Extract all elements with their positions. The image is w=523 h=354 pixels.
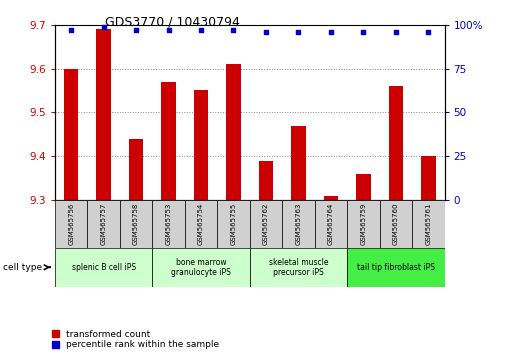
- Bar: [259, 161, 274, 200]
- Bar: [282, 200, 315, 248]
- Bar: [412, 200, 445, 248]
- Bar: [250, 200, 282, 248]
- Bar: [96, 29, 111, 200]
- Point: [392, 29, 400, 35]
- Text: skeletal muscle
precursor iPS: skeletal muscle precursor iPS: [269, 258, 328, 277]
- Bar: [356, 174, 371, 200]
- Bar: [152, 248, 250, 287]
- Bar: [347, 248, 445, 287]
- Bar: [55, 248, 152, 287]
- Text: GSM565758: GSM565758: [133, 203, 139, 245]
- Point: [359, 29, 368, 35]
- Bar: [380, 200, 412, 248]
- Legend: transformed count, percentile rank within the sample: transformed count, percentile rank withi…: [52, 330, 219, 349]
- Bar: [185, 200, 217, 248]
- Bar: [324, 196, 338, 200]
- Text: GSM565760: GSM565760: [393, 202, 399, 245]
- Text: GSM565754: GSM565754: [198, 203, 204, 245]
- Point: [164, 27, 173, 33]
- Point: [132, 27, 140, 33]
- Text: GSM565755: GSM565755: [231, 203, 236, 245]
- Bar: [120, 200, 152, 248]
- Text: GSM565756: GSM565756: [68, 203, 74, 245]
- Bar: [389, 86, 403, 200]
- Bar: [129, 139, 143, 200]
- Bar: [161, 82, 176, 200]
- Text: cell type: cell type: [3, 263, 42, 272]
- Text: GSM565761: GSM565761: [425, 202, 431, 245]
- Text: bone marrow
granulocyte iPS: bone marrow granulocyte iPS: [171, 258, 231, 277]
- Bar: [250, 248, 347, 287]
- Bar: [194, 91, 208, 200]
- Text: GSM565753: GSM565753: [166, 203, 172, 245]
- Bar: [291, 126, 306, 200]
- Point: [294, 29, 303, 35]
- Text: splenic B cell iPS: splenic B cell iPS: [72, 263, 135, 272]
- Point: [197, 27, 205, 33]
- Bar: [226, 64, 241, 200]
- Point: [67, 27, 75, 33]
- Text: GSM565762: GSM565762: [263, 203, 269, 245]
- Text: GSM565757: GSM565757: [100, 203, 107, 245]
- Bar: [315, 200, 347, 248]
- Point: [99, 24, 108, 29]
- Text: tail tip fibroblast iPS: tail tip fibroblast iPS: [357, 263, 435, 272]
- Point: [262, 29, 270, 35]
- Bar: [421, 156, 436, 200]
- Bar: [217, 200, 250, 248]
- Bar: [55, 200, 87, 248]
- Text: GSM565764: GSM565764: [328, 203, 334, 245]
- Text: GSM565759: GSM565759: [360, 203, 367, 245]
- Bar: [87, 200, 120, 248]
- Point: [327, 29, 335, 35]
- Bar: [347, 200, 380, 248]
- Point: [424, 29, 433, 35]
- Point: [229, 27, 237, 33]
- Text: GDS3770 / 10430794: GDS3770 / 10430794: [105, 16, 240, 29]
- Bar: [152, 200, 185, 248]
- Text: GSM565763: GSM565763: [295, 202, 301, 245]
- Bar: [64, 69, 78, 200]
